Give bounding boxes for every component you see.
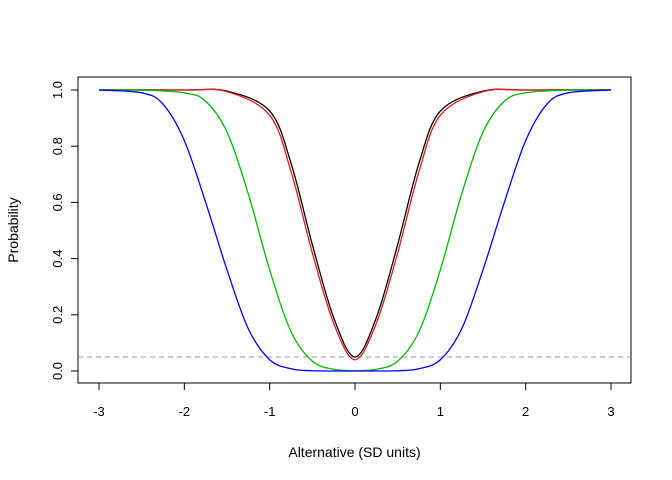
series-group xyxy=(98,88,612,372)
y-tick-label: 0.0 xyxy=(50,362,65,380)
plot-frame xyxy=(77,76,632,384)
x-tick-label: 1 xyxy=(437,404,444,419)
x-tick-label: -1 xyxy=(264,404,276,419)
series-line-4 xyxy=(98,89,612,372)
x-tick-label: 0 xyxy=(351,404,358,419)
x-axis: -3 -2 -1 0 1 2 3 xyxy=(93,382,615,419)
y-tick-label: 0.4 xyxy=(50,250,65,268)
y-tick-label: 0.6 xyxy=(50,193,65,211)
series-line-2 xyxy=(98,88,612,361)
y-axis-title: Probability xyxy=(5,197,21,262)
y-tick-label: 0.2 xyxy=(50,306,65,324)
y-axis: 0.0 0.2 0.4 0.6 0.8 1.0 xyxy=(50,81,79,380)
x-tick-label: -3 xyxy=(93,404,105,419)
x-axis-title: Alternative (SD units) xyxy=(288,444,420,460)
y-tick-label: 1.0 xyxy=(50,81,65,99)
series-line-3 xyxy=(98,89,612,372)
series-line-1 xyxy=(98,88,612,358)
y-tick-label: 0.8 xyxy=(50,137,65,155)
x-tick-label: 3 xyxy=(607,404,614,419)
x-tick-label: 2 xyxy=(522,404,529,419)
x-tick-label: -2 xyxy=(179,404,191,419)
